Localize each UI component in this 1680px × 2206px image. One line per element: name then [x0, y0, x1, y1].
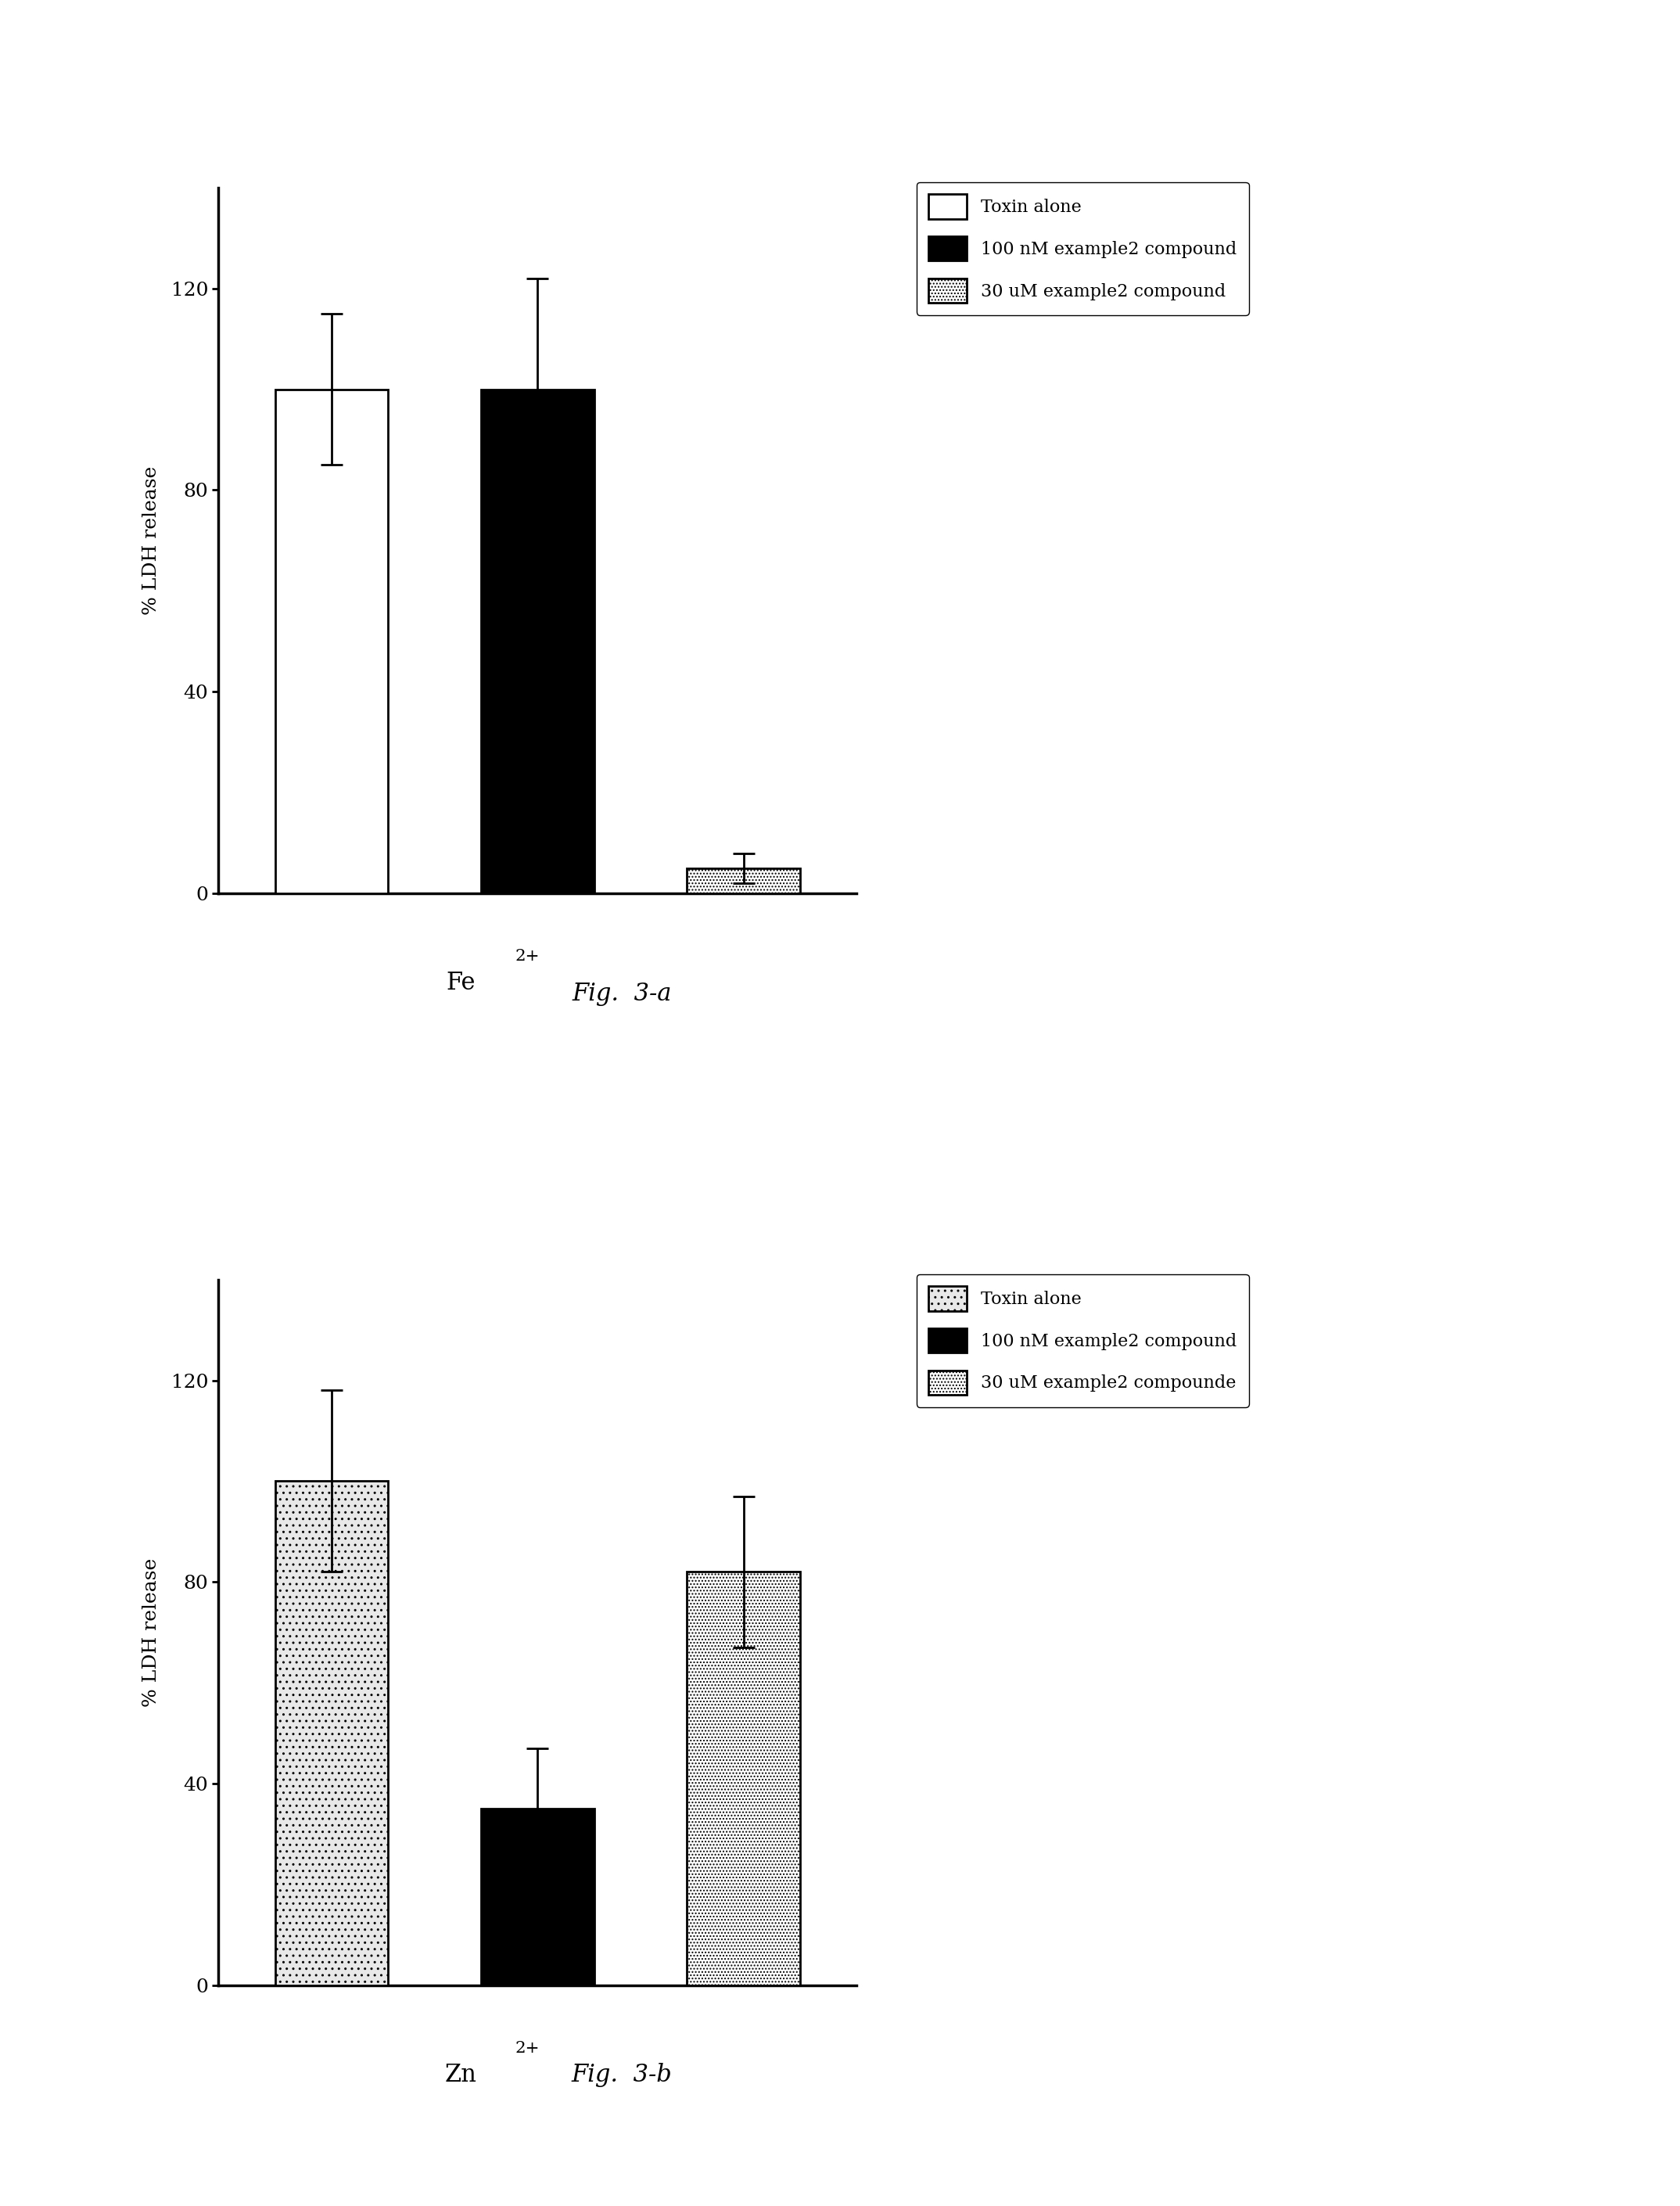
Legend: Toxin alone, 100 nM example2 compound, 30 uM example2 compound: Toxin alone, 100 nM example2 compound, 3… [917, 183, 1248, 315]
Text: 2+: 2+ [514, 949, 539, 964]
Text: Fe: Fe [447, 971, 475, 995]
Bar [276, 1480, 388, 1985]
Bar [687, 869, 800, 893]
Text: Fig.  3-b: Fig. 3-b [571, 2063, 672, 2087]
Text: Zn: Zn [445, 2063, 477, 2087]
Bar [480, 1809, 595, 1985]
Bar [276, 388, 388, 893]
Y-axis label: % LDH release: % LDH release [143, 465, 160, 615]
Text: Fig.  3-a: Fig. 3-a [571, 982, 672, 1006]
Y-axis label: % LDH release: % LDH release [143, 1557, 160, 1707]
Bar [480, 388, 595, 893]
Text: 2+: 2+ [514, 2041, 539, 2056]
Bar [687, 1573, 800, 1985]
Legend: Toxin alone, 100 nM example2 compound, 30 uM example2 compounde: Toxin alone, 100 nM example2 compound, 3… [917, 1275, 1248, 1407]
